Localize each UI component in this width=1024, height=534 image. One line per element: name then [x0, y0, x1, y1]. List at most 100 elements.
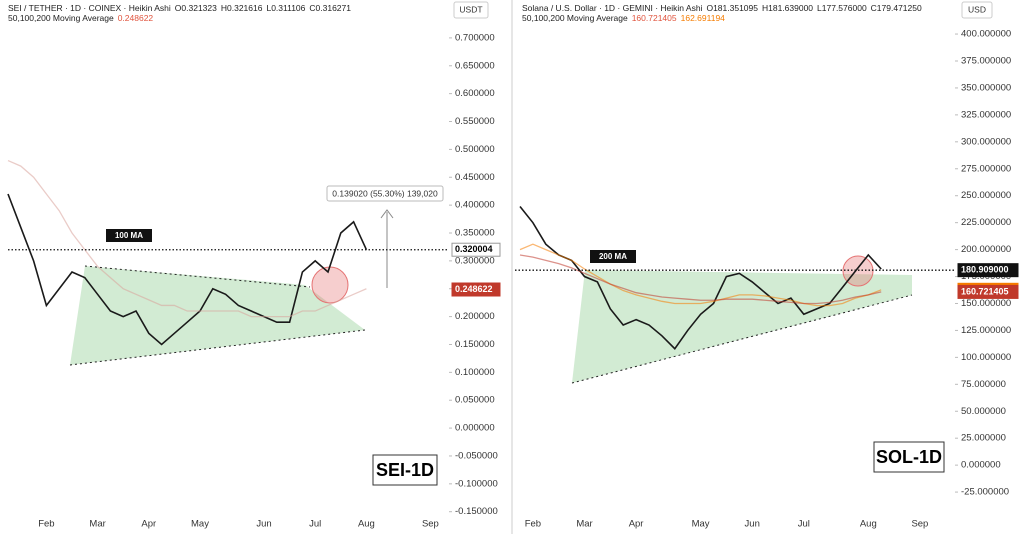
x-tick-label: Jul: [798, 519, 810, 530]
x-tick-label: Aug: [860, 519, 877, 530]
ohlc: L177.576000: [817, 3, 867, 13]
price-label-box: [957, 263, 1019, 278]
y-tick-label: 125.000000: [961, 325, 1011, 336]
y-tick-label: 150.000000: [961, 298, 1011, 309]
ma-tag-text: 100 MA: [115, 231, 143, 240]
trendline: [571, 294, 913, 384]
y-tick-label: 0.000000: [455, 423, 495, 434]
triangle-pattern: [70, 266, 365, 365]
y-tick-label: -0.050000: [455, 450, 498, 461]
indicator-value: 162.691194: [680, 13, 725, 23]
y-tick-label: 200.000000: [961, 244, 1011, 255]
y-tick-label: 250.000000: [961, 190, 1011, 201]
y-tick-label: 0.350000: [455, 228, 495, 239]
ma-tag: [590, 250, 636, 263]
x-tick-label: Sep: [422, 519, 439, 530]
x-tick-label: Apr: [141, 519, 156, 530]
highlight: [311, 266, 349, 304]
measure-text: 0.139020 (55.30%) 139,020: [332, 188, 438, 198]
symbol-title: SEI / TETHER · 1D · COINEX · Heikin Ashi: [8, 3, 171, 13]
x-tick-label: Feb: [38, 519, 54, 530]
x-tick-label: Sep: [911, 519, 928, 530]
x-tick-label: Jun: [256, 519, 271, 530]
ohlc: H0.321616: [220, 3, 263, 13]
x-tick-label: Mar: [89, 519, 105, 530]
y-tick-label: -0.150000: [455, 506, 498, 517]
indicator: 50,100,200 Moving Average: [8, 13, 114, 23]
price-line: [7, 193, 368, 346]
y-tick-label: 225.000000: [961, 217, 1011, 228]
ma-tag-text: 200 MA: [599, 252, 627, 261]
watermark-box: [873, 441, 945, 473]
price-label: 0.248622: [455, 284, 493, 294]
ohlc: C179.471250: [870, 3, 922, 13]
currency-box: [453, 1, 489, 19]
y-tick-label: 0.000000: [961, 460, 1001, 471]
price-label: 160.721405: [961, 286, 1009, 296]
y-tick-label: 275.000000: [961, 163, 1011, 174]
ohlc: C0.316271: [309, 3, 351, 13]
moving-average: [7, 159, 367, 318]
y-tick-label: 350.000000: [961, 82, 1011, 93]
arrow-head: [380, 209, 394, 219]
legend-header: Solana / U.S. Dollar · 1D · GEMINI · Hei…: [522, 3, 926, 23]
watermark-box: [372, 454, 438, 486]
y-tick-label: 100.000000: [961, 352, 1011, 363]
y-tick-label: 0.600000: [455, 88, 495, 99]
legend-header: SEI / TETHER · 1D · COINEX · Heikin Ashi…: [8, 3, 355, 23]
y-tick-label: 75.000000: [961, 379, 1006, 390]
x-tick-label: Apr: [629, 519, 644, 530]
y-tick-label: 325.000000: [961, 109, 1011, 120]
y-tick-label: 400.000000: [961, 29, 1011, 40]
y-tick-label: 0.700000: [455, 32, 495, 43]
symbol-title: Solana / U.S. Dollar · 1D · GEMINI · Hei…: [522, 3, 703, 13]
y-tick-label: 50.000000: [961, 406, 1006, 417]
x-tick-label: Jul: [309, 519, 321, 530]
y-tick-label: -25.000000: [961, 487, 1009, 498]
y-tick-label: 0.050000: [455, 395, 495, 406]
currency: USD: [968, 4, 986, 14]
y-tick-label: 300.000000: [961, 136, 1011, 147]
moving-average: [519, 254, 882, 305]
y-tick-label: 0.150000: [455, 339, 495, 350]
y-tick-label: 0.200000: [455, 311, 495, 322]
triangle-pattern: [572, 270, 912, 383]
ohlc: O181.351095: [706, 3, 758, 13]
y-tick-label: 375.000000: [961, 56, 1011, 67]
ma-tag: [106, 229, 152, 242]
y-tick-label: 25.000000: [961, 433, 1006, 444]
price-label-box: [451, 242, 501, 257]
x-tick-label: Mar: [576, 519, 592, 530]
ohlc: O0.321323: [174, 3, 217, 13]
indicator: 50,100,200 Moving Average: [522, 13, 628, 23]
y-tick-label: 0.650000: [455, 60, 495, 71]
x-tick-label: May: [191, 519, 209, 530]
x-tick-label: Feb: [525, 519, 541, 530]
price-label-box: [957, 284, 1019, 299]
currency: USDT: [459, 4, 482, 14]
price-label: 0.320004: [455, 244, 493, 254]
x-tick-label: Aug: [358, 519, 375, 530]
indicator-value: 160.721405: [631, 13, 677, 23]
y-tick-label: 0.450000: [455, 172, 495, 183]
ohlc: H181.639000: [761, 3, 814, 13]
currency-box: [961, 1, 993, 19]
y-tick-label: 0.550000: [455, 116, 495, 127]
y-tick-label: 0.300000: [455, 255, 495, 266]
watermark: SOL-1D: [876, 447, 942, 467]
watermark: SEI-1D: [376, 460, 434, 480]
y-tick-label: 0.100000: [455, 367, 495, 378]
measure-box: [326, 185, 444, 202]
indicator-value: 0.248622: [117, 13, 154, 23]
y-tick-label: -0.100000: [455, 478, 498, 489]
x-tick-label: May: [692, 519, 710, 530]
price-label: 180.909000: [961, 265, 1009, 275]
moving-average: [519, 243, 882, 307]
y-tick-label: 0.500000: [455, 144, 495, 155]
ohlc: L0.311106: [266, 3, 306, 13]
x-tick-label: Jun: [745, 519, 760, 530]
price-label-box: [451, 282, 501, 297]
